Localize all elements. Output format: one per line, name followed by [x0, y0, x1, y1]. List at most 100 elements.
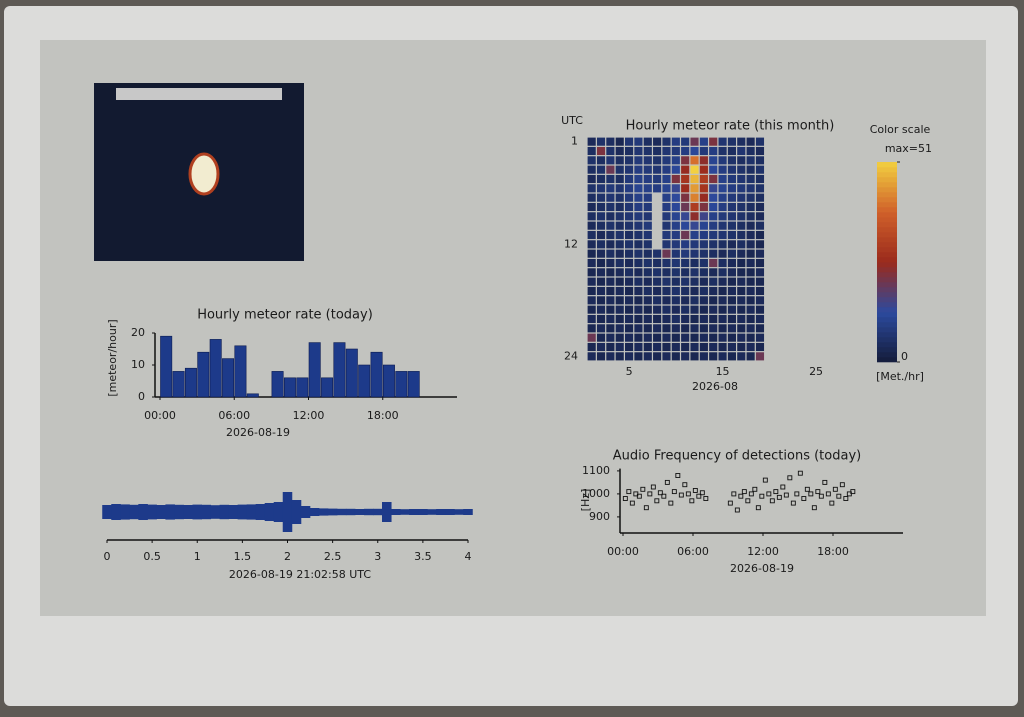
heatmap-cell [662, 174, 671, 184]
colorbar-step [877, 332, 897, 338]
heatmap-cell [596, 277, 606, 286]
heatmap-cell [690, 342, 699, 352]
point [804, 486, 810, 492]
heatmap-cell [587, 212, 596, 221]
point [769, 498, 775, 504]
colorbar-step [877, 242, 897, 248]
heatmap-cell [727, 174, 736, 184]
x-tick-label: 3 [374, 550, 381, 563]
heatmap-cell [606, 333, 615, 342]
heatmap-cell [662, 137, 671, 146]
chart-title: Audio Frequency of detections (today) [613, 449, 861, 464]
heatmap-cell [737, 184, 746, 193]
x-tick-label: 12:00 [747, 545, 779, 558]
colorbar-step [877, 227, 897, 233]
heatmap-cell [755, 165, 765, 174]
point [689, 498, 695, 504]
heatmap-cell [746, 277, 755, 286]
heatmap-cell [662, 305, 671, 314]
heatmap-cell [755, 137, 765, 146]
point [647, 491, 653, 497]
heatmap-cell [727, 212, 736, 221]
heatmap-cell [755, 286, 765, 296]
heatmap-cell [596, 174, 606, 184]
heatmap-cell [596, 165, 606, 174]
heatmap-cell [755, 156, 765, 165]
heatmap-cell [634, 352, 643, 361]
heatmap-cell [690, 240, 699, 249]
heatmap-cell [690, 156, 699, 165]
point [829, 500, 835, 506]
heatmap-cell [634, 165, 643, 174]
heatmap-cell [625, 221, 634, 230]
colorbar-step [877, 172, 897, 178]
heatmap-cell [755, 174, 765, 184]
point [748, 491, 754, 497]
heatmap-cell [699, 277, 708, 286]
point [678, 492, 684, 498]
meteor-blob [188, 152, 220, 196]
x-tick-label: 2.5 [324, 550, 342, 563]
point [692, 488, 698, 493]
heatmap-cell [634, 286, 643, 296]
heatmap-cell [625, 212, 634, 221]
heatmap-cell [755, 314, 765, 324]
heatmap-cell [690, 305, 699, 314]
bar [222, 358, 235, 398]
y-tick-label: 10 [131, 358, 145, 371]
bar [283, 377, 296, 398]
heatmap-cell [709, 240, 718, 249]
heatmap-cell [746, 184, 755, 193]
heatmap-cell [596, 230, 606, 240]
point [626, 489, 632, 495]
heatmap-cell [727, 342, 736, 352]
x-axis-label: 2026-08-19 21:02:58 UTC [229, 568, 371, 581]
heatmap-cell [615, 137, 624, 146]
heatmap-cell [671, 296, 680, 305]
colorbar-step [877, 192, 897, 198]
point [843, 496, 849, 501]
bar [333, 342, 346, 398]
heatmap-cell [596, 286, 606, 296]
heatmap-cell [746, 352, 755, 361]
heatmap-cell [606, 249, 615, 258]
point [668, 500, 674, 506]
heatmap-cell [596, 342, 606, 352]
heatmap-cell [746, 342, 755, 352]
y-tick-label: 1100 [582, 464, 610, 477]
heatmap-cell [737, 268, 746, 277]
heatmap-cell [746, 212, 755, 221]
heatmap-cell [671, 202, 680, 212]
point [797, 470, 803, 476]
heatmap-cell [634, 174, 643, 184]
heatmap-cell [690, 184, 699, 193]
heatmap-cell [737, 286, 746, 296]
heatmap-cell [625, 165, 634, 174]
bar [172, 371, 185, 398]
heatmap-cell [699, 314, 708, 324]
bar [296, 377, 309, 398]
x-tick-label: 5 [626, 365, 633, 378]
x-tick-label: 0 [104, 550, 111, 563]
heatmap-cell [587, 146, 596, 156]
heatmap-cell [690, 296, 699, 305]
heatmap-cell [671, 221, 680, 230]
heatmap-cell [596, 156, 606, 165]
heatmap-cell [634, 268, 643, 277]
heatmap-cell [671, 165, 680, 174]
heatmap-cell [709, 258, 718, 268]
heatmap-cell [755, 333, 765, 342]
heatmap-cell [634, 296, 643, 305]
heatmap-cell [587, 333, 596, 342]
heatmap-cell [671, 230, 680, 240]
colorbar-step [877, 257, 897, 263]
heatmap-cell [662, 333, 671, 342]
heatmap-cell [634, 184, 643, 193]
heatmap-cell [587, 305, 596, 314]
heatmap-cell [727, 193, 736, 202]
heatmap-cell [718, 174, 727, 184]
heatmap-cell [643, 333, 652, 342]
point [727, 500, 733, 506]
heatmap-cell [746, 230, 755, 240]
heatmap-cell [596, 314, 606, 324]
